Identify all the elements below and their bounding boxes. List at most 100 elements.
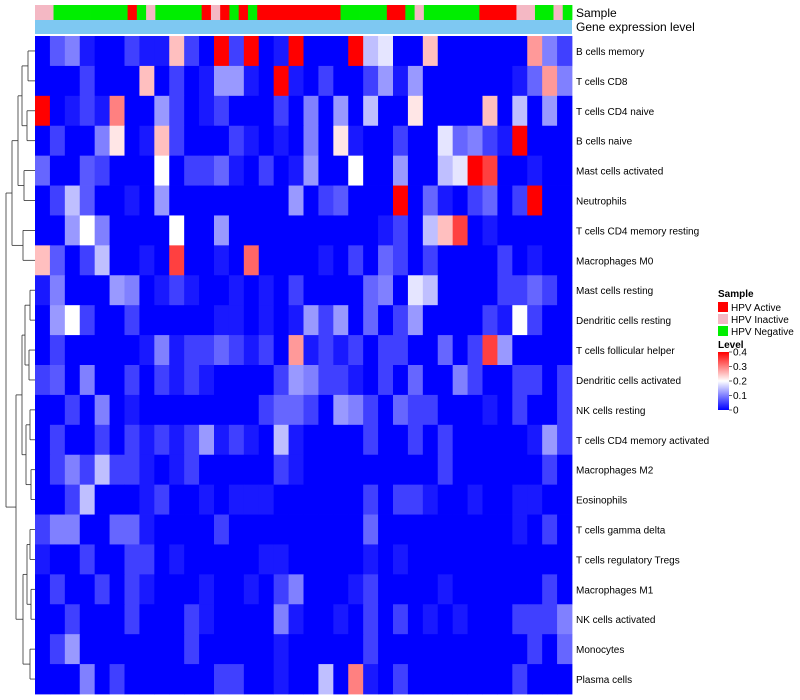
heatmap-cell [154, 215, 170, 246]
heatmap-cell [228, 125, 245, 157]
heatmap-cell [49, 125, 66, 157]
heatmap-cell [348, 454, 364, 486]
heatmap-cell [363, 155, 379, 186]
heatmap-cell [333, 664, 349, 695]
heatmap-cell [228, 185, 245, 216]
heatmap-cell [154, 125, 170, 157]
heatmap-cell [348, 36, 364, 67]
heatmap-cell [109, 544, 125, 575]
heatmap-cell [243, 185, 260, 216]
heatmap-cell [214, 36, 230, 67]
heatmap-cell [497, 484, 513, 515]
heatmap-cell [318, 394, 334, 426]
heatmap-cell [452, 664, 468, 695]
heatmap-cell [258, 185, 275, 216]
heatmap-cell [228, 454, 245, 486]
heatmap-cell [79, 215, 96, 246]
heatmap-cell [94, 514, 110, 545]
heatmap-cell [243, 514, 260, 545]
heatmap-cell [452, 634, 468, 665]
heatmap-cell [333, 125, 349, 157]
heatmap-cell [378, 604, 394, 635]
heatmap-cell [422, 215, 439, 246]
heatmap-cell [437, 185, 454, 216]
heatmap-cell [422, 275, 439, 306]
heatmap-cell [303, 335, 319, 366]
heatmap-cell [124, 36, 140, 67]
heatmap-cell [49, 185, 66, 216]
heatmap-cell [393, 305, 409, 336]
heatmap-cell [169, 125, 185, 157]
heatmap-cell [497, 454, 513, 486]
heatmap-cell [333, 424, 349, 456]
heatmap-cell [318, 544, 334, 575]
heatmap-cell [109, 305, 125, 336]
heatmap-cell [497, 424, 513, 456]
heatmap-cell [557, 215, 573, 246]
heatmap-cell [527, 514, 543, 545]
heatmap-cell [363, 634, 379, 665]
heatmap-cell [497, 185, 513, 216]
heatmap-cell [94, 275, 110, 306]
heatmap-cell [199, 215, 215, 246]
heatmap-cell [512, 215, 528, 246]
heatmap-cell [512, 125, 528, 157]
heatmap-cell [94, 65, 110, 97]
heatmap-cell [482, 514, 498, 545]
heatmap-cell [214, 335, 230, 366]
heatmap-cell [467, 95, 483, 127]
heatmap-cell [288, 484, 304, 515]
heatmap-cell [333, 65, 349, 97]
heatmap-cell [124, 275, 140, 306]
heatmap-cell [184, 484, 200, 515]
row-label: Plasma cells [576, 675, 632, 686]
heatmap-cell [437, 544, 454, 575]
heatmap-cell [109, 215, 125, 246]
heatmap-cell [497, 275, 513, 306]
heatmap-cell [199, 604, 215, 635]
heatmap-cell [452, 604, 468, 635]
legend-sample-swatch [718, 302, 728, 312]
heatmap-cell [303, 95, 319, 127]
heatmap-cell [393, 215, 409, 246]
heatmap-cell [258, 155, 275, 186]
heatmap-cell [214, 454, 230, 486]
legend-level-title: Level [718, 340, 744, 351]
heatmap-cell [169, 215, 185, 246]
heatmap-cell [467, 454, 483, 486]
heatmap-cell [527, 574, 543, 605]
heatmap-cell [243, 634, 260, 665]
heatmap-cell [139, 424, 155, 456]
heatmap-cell [49, 664, 66, 695]
heatmap-cell [363, 424, 379, 456]
heatmap-cell [333, 484, 349, 515]
heatmap-cell [437, 36, 454, 67]
row-label: T cells gamma delta [576, 526, 666, 537]
heatmap-cell [482, 215, 498, 246]
heatmap-cell [452, 275, 468, 306]
heatmap-cell [407, 365, 424, 396]
heatmap-cell [214, 424, 230, 456]
sample-annotation-cell [479, 5, 490, 20]
heatmap-cell [542, 604, 558, 635]
heatmap-cell [243, 664, 260, 695]
heatmap-cell [452, 335, 468, 366]
heatmap-cell [109, 155, 125, 186]
heatmap-cell [303, 155, 319, 186]
heatmap-cell [214, 664, 230, 695]
sample-annotation-cell [266, 5, 277, 20]
heatmap-cell [154, 424, 170, 456]
heatmap-cell [452, 544, 468, 575]
heatmap-cell [228, 305, 245, 336]
heatmap-cell [258, 65, 275, 97]
heatmap-cell [557, 484, 573, 515]
heatmap-cell [512, 604, 528, 635]
heatmap-cell [64, 185, 81, 216]
heatmap-cell [199, 514, 215, 545]
heatmap-cell [318, 574, 334, 605]
heatmap-cell [527, 544, 543, 575]
heatmap-cell [542, 424, 558, 456]
sample-annotation-cell [405, 5, 415, 20]
heatmap-cell [527, 664, 543, 695]
heatmap-cell [258, 95, 275, 127]
